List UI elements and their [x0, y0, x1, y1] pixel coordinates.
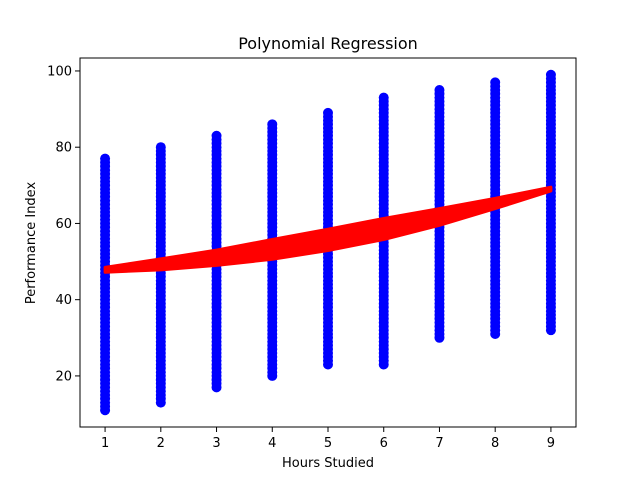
scatter-point — [267, 119, 278, 130]
x-tick-label: 2 — [157, 436, 165, 451]
y-axis-label: Performance Index — [24, 182, 39, 305]
plot-area: 1 2 3 4 5 6 7 8 9 20 40 60 80 100 — [47, 57, 577, 451]
y-tick-label: 20 — [55, 369, 72, 384]
scatter-point — [211, 130, 222, 141]
y-tick-label: 60 — [55, 217, 72, 232]
scatter-point — [323, 107, 333, 118]
chart-title: Polynomial Regression — [238, 34, 418, 53]
x-tick-label: 3 — [212, 436, 220, 451]
scatter-point — [490, 77, 501, 88]
x-tick-label: 7 — [435, 436, 443, 451]
scatter-point — [378, 92, 389, 103]
x-tick-label: 4 — [268, 436, 276, 451]
x-tick-label: 6 — [380, 436, 388, 451]
y-tick-label: 80 — [55, 141, 72, 156]
x-axis-label: Hours Studied — [282, 456, 374, 471]
regression-fit-band — [103, 185, 553, 274]
scatter-point — [545, 69, 556, 80]
scatter-point — [100, 153, 111, 164]
scatter-point — [155, 142, 166, 153]
x-tick-label: 5 — [324, 436, 332, 451]
scatter-series — [100, 69, 556, 416]
y-tick-label: 40 — [55, 293, 72, 308]
y-tick-label: 100 — [47, 64, 72, 79]
x-tick-label: 9 — [547, 436, 555, 451]
x-tick-label: 1 — [101, 436, 109, 451]
scatter-point — [434, 85, 445, 96]
x-tick-label: 8 — [491, 436, 499, 451]
